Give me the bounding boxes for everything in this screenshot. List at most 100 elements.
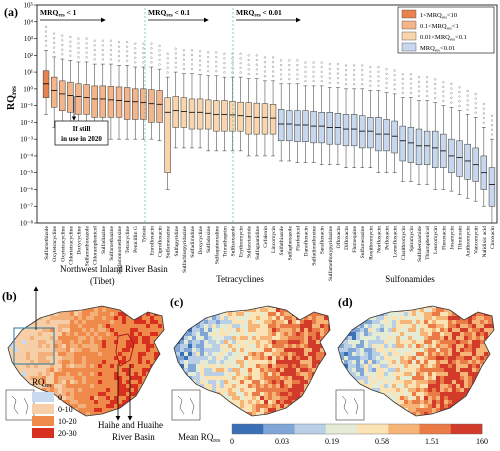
basin-annotation-line2: River Basin bbox=[112, 432, 155, 442]
map-cell bbox=[340, 352, 344, 356]
map-cell bbox=[200, 404, 204, 408]
map-cell bbox=[174, 316, 176, 320]
map-cell bbox=[126, 308, 130, 312]
map-cell bbox=[62, 368, 66, 372]
map-cell bbox=[166, 392, 170, 396]
map-cell bbox=[460, 364, 464, 368]
outlier-point bbox=[393, 78, 396, 81]
map-cell bbox=[138, 412, 142, 416]
outlier-point bbox=[417, 90, 421, 93]
map-cell bbox=[340, 368, 344, 372]
map-cell bbox=[292, 364, 296, 368]
map-cell bbox=[476, 352, 480, 356]
map-cell bbox=[38, 328, 42, 332]
map-cell bbox=[162, 408, 164, 412]
map-cell bbox=[276, 316, 280, 320]
map-cell bbox=[348, 380, 352, 384]
panel-d-title: Sulfonamides bbox=[385, 274, 435, 284]
box-body bbox=[156, 90, 163, 123]
map-cell bbox=[356, 340, 360, 344]
map-cell bbox=[208, 306, 212, 308]
legend-swatch bbox=[401, 42, 417, 52]
map-cell bbox=[204, 400, 208, 404]
map-cell bbox=[54, 380, 58, 384]
map-cell bbox=[396, 306, 400, 308]
map-cell bbox=[428, 306, 432, 308]
x-tick-label: Sulfamerazine bbox=[359, 225, 366, 258]
map-cell bbox=[82, 388, 86, 392]
map-cell bbox=[74, 392, 78, 396]
map-cell bbox=[154, 308, 158, 312]
outlier-point bbox=[109, 48, 112, 52]
map-cell bbox=[452, 352, 456, 356]
y-tick-label: 10⁻⁵ bbox=[20, 169, 34, 177]
outlier-point bbox=[247, 63, 250, 66]
x-tick-label: Sulfamonomethoxine bbox=[116, 225, 123, 274]
map-cell bbox=[208, 376, 212, 380]
map-cell bbox=[304, 404, 308, 408]
map-cell bbox=[412, 324, 416, 328]
map-cell bbox=[50, 306, 54, 308]
map-cell bbox=[264, 380, 268, 384]
map-cell bbox=[232, 364, 236, 368]
map-cell bbox=[70, 360, 74, 364]
map-cell bbox=[444, 396, 448, 400]
map-cell bbox=[252, 308, 256, 312]
map-cell bbox=[428, 352, 432, 356]
map-cell bbox=[10, 316, 14, 320]
outlier-point bbox=[474, 92, 477, 96]
outlier-point bbox=[288, 64, 291, 67]
map-cell bbox=[110, 324, 114, 328]
map-cell bbox=[296, 306, 300, 308]
map-cell bbox=[460, 328, 464, 332]
map-cell bbox=[14, 348, 18, 352]
map-cell bbox=[78, 404, 82, 408]
map-cell bbox=[496, 328, 500, 332]
map-cell bbox=[154, 408, 158, 412]
map-cell bbox=[118, 320, 122, 324]
map-cell bbox=[312, 384, 316, 388]
map-cell bbox=[30, 360, 34, 364]
map-cell bbox=[392, 316, 396, 320]
map-cell bbox=[404, 356, 408, 360]
x-tick-label: Tylosin bbox=[141, 226, 147, 243]
map-cell bbox=[8, 306, 10, 308]
map-cell bbox=[240, 400, 244, 404]
map-cell bbox=[146, 408, 150, 412]
map-cell bbox=[396, 336, 400, 340]
map-cell bbox=[324, 316, 328, 320]
map-cell bbox=[146, 400, 150, 404]
map-cell bbox=[432, 312, 436, 316]
map-cell bbox=[50, 328, 54, 332]
map-cell bbox=[38, 308, 42, 312]
map-cell bbox=[312, 408, 316, 412]
map-cell bbox=[388, 396, 392, 400]
map-cell bbox=[338, 348, 340, 352]
map-cell bbox=[428, 312, 432, 316]
map-cell bbox=[364, 348, 368, 352]
map-cell bbox=[46, 352, 50, 356]
map-cell bbox=[428, 348, 432, 352]
x-tick-label: Lincomycin bbox=[271, 226, 277, 253]
map-cell bbox=[496, 412, 500, 416]
legend: 1<MRQres<100.1<MRQres<10.01<MRQres<0.1MR… bbox=[397, 6, 495, 54]
x-tick-label: Sulfaphenazole bbox=[286, 225, 293, 260]
map-cell bbox=[8, 380, 10, 384]
map-cell bbox=[392, 348, 396, 352]
map-cell bbox=[22, 340, 26, 344]
map-cell bbox=[154, 348, 158, 352]
map-cell bbox=[216, 324, 220, 328]
map-cell bbox=[118, 396, 122, 400]
map-cell bbox=[50, 324, 54, 328]
map-cell bbox=[192, 312, 196, 316]
map-cell bbox=[288, 328, 292, 332]
map-cell bbox=[292, 396, 296, 400]
map-cell bbox=[180, 328, 184, 332]
map-cell bbox=[452, 316, 456, 320]
map-cell bbox=[82, 408, 86, 412]
map-cell bbox=[256, 308, 260, 312]
map-cell bbox=[38, 384, 42, 388]
map-cell bbox=[224, 336, 228, 340]
colorbar-tick-label: 0 bbox=[230, 437, 234, 446]
outlier-point bbox=[239, 71, 242, 74]
